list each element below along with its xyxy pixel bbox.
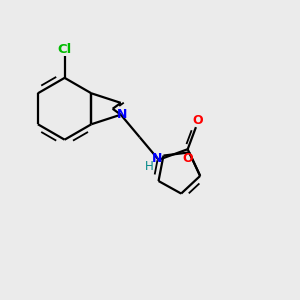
Text: H: H	[145, 160, 154, 173]
Text: N: N	[152, 152, 162, 165]
Text: O: O	[192, 114, 203, 127]
Text: O: O	[182, 152, 193, 165]
Text: N: N	[117, 108, 128, 121]
Text: Cl: Cl	[58, 43, 72, 56]
